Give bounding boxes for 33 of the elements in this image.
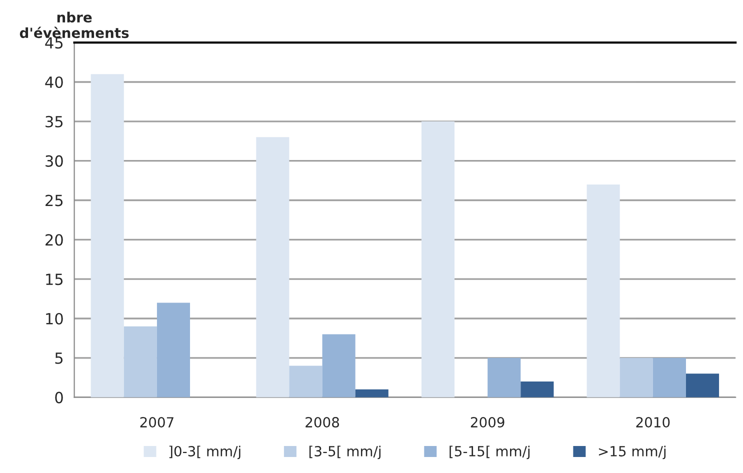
y-tick-label: 25 xyxy=(46,194,63,206)
y-tick-label: 20 xyxy=(46,234,63,246)
bar xyxy=(124,326,157,398)
x-tick-label: 2009 xyxy=(470,417,504,428)
legend-label: [3-5[ mm/j xyxy=(309,446,380,460)
y-tick-label: 10 xyxy=(46,312,63,325)
bar xyxy=(488,358,521,398)
x-tick-label: 2007 xyxy=(140,417,174,428)
legend-label: ]0-3[ mm/j xyxy=(169,446,240,460)
y-tick-label: 0 xyxy=(55,392,63,404)
bar xyxy=(652,358,686,398)
bar xyxy=(421,121,455,398)
y-tick-label: 40 xyxy=(45,76,63,88)
bar xyxy=(586,184,620,398)
bar xyxy=(90,74,124,398)
bar xyxy=(520,382,554,398)
bar xyxy=(686,374,720,398)
y-axis-title: nbre d'évènements xyxy=(20,12,129,38)
y-tick-label: 45 xyxy=(45,37,63,49)
y-tick-label: 15 xyxy=(46,274,63,286)
bar xyxy=(322,334,356,398)
x-tick-label: 2010 xyxy=(636,417,670,428)
bar xyxy=(620,358,653,398)
x-tick-label: 2008 xyxy=(306,417,339,428)
bar xyxy=(156,302,190,398)
bar xyxy=(289,366,322,398)
legend-label: [5-15[ mm/j xyxy=(450,446,530,460)
legend-label: >15 mm/j xyxy=(598,446,666,460)
bar xyxy=(256,137,290,398)
y-tick-label: 35 xyxy=(46,116,63,128)
bar xyxy=(355,389,388,398)
y-tick-label: 30 xyxy=(46,155,63,167)
y-tick-label: 5 xyxy=(55,352,63,364)
